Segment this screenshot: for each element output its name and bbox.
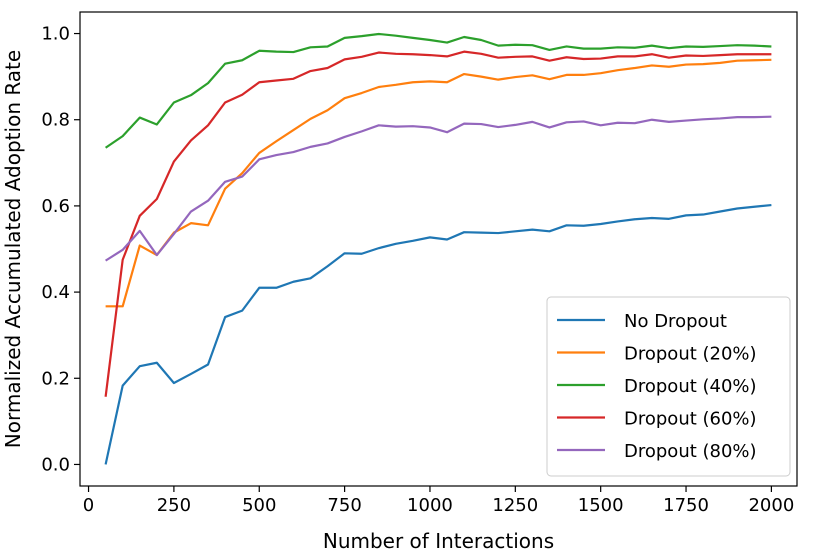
y-tick-label: 0.2 [41,368,70,389]
legend-box [546,296,791,477]
y-tick-label: 1.0 [41,24,70,45]
y-axis: 0.0 0.2 0.4 0.6 0.8 1.0 [41,24,80,475]
x-tick-label: 1500 [578,495,624,516]
legend: No Dropout Dropout (20%) Dropout (40%) Drop… [546,296,791,477]
legend-label: Dropout (20%) [624,344,757,365]
y-tick-label: 0.8 [41,110,70,131]
legend-label: Dropout (80%) [624,441,757,462]
x-tick-label: 1750 [663,495,709,516]
legend-label: Dropout (60%) [624,409,757,430]
series-layer [104,32,772,465]
x-tick-label: 2000 [748,495,794,516]
y-tick-label: 0.6 [41,196,70,217]
series-line-1 [104,203,772,465]
y-axis-label: Normalized Accumulated Adoption Rate [1,50,25,448]
x-tick-label: 750 [327,495,361,516]
x-tick-label: 1000 [407,495,453,516]
series-line-3 [104,32,772,149]
legend-label: Dropout (40%) [624,376,757,397]
y-tick-label: 0.0 [41,454,70,475]
x-axis-label: Number of Interactions [323,529,554,553]
series-line-2 [105,58,772,308]
x-axis: 0 250 500 750 1000 1250 1500 1750 2000 [83,486,794,516]
x-tick-label: 250 [157,495,191,516]
legend-label: No Dropout [624,311,727,332]
y-tick-label: 0.4 [41,282,70,303]
x-tick-label: 500 [242,495,276,516]
x-tick-label: 1250 [492,495,538,516]
plot-frame [79,11,798,487]
series-line-4 [104,50,772,397]
x-tick-label: 0 [83,495,94,516]
series-line-5 [105,115,772,262]
